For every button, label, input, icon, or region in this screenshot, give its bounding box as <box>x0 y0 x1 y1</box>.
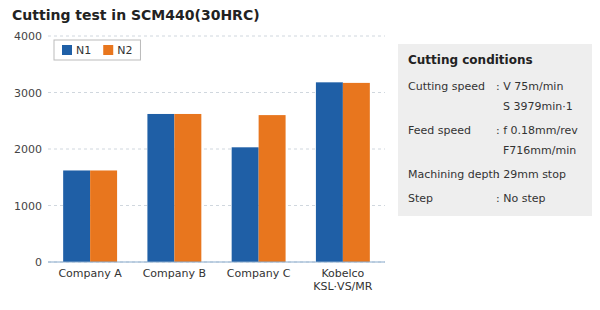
grid-line <box>48 36 385 37</box>
bar <box>232 147 259 262</box>
x-tick-label: Company A <box>58 267 122 280</box>
bar <box>174 114 201 262</box>
legend-label: N1 <box>76 44 91 57</box>
annotation: S 3979min·1 <box>496 100 573 113</box>
bar <box>259 115 286 262</box>
x-tick-label: Company C <box>227 267 291 280</box>
bar <box>343 83 370 262</box>
annotation: : f 0.18mm/rev <box>496 124 578 137</box>
annotation: F716mm/min <box>496 144 576 157</box>
annotation: Step <box>408 192 433 205</box>
x-tick-label: KobelcoKSL·VS/MR <box>313 267 373 293</box>
y-tick-label: 0 <box>35 256 42 269</box>
legend-swatch <box>103 45 113 55</box>
bar <box>316 82 343 262</box>
x-tick-label: Company B <box>143 267 206 280</box>
grid-line <box>48 262 385 263</box>
bars <box>63 82 370 262</box>
conditions-box <box>398 44 592 216</box>
annotation-title: Cutting conditions <box>408 53 533 67</box>
annotation: : V 75m/min <box>496 80 563 93</box>
y-tick-label: 1000 <box>14 200 42 213</box>
legend-box <box>54 40 140 60</box>
annotation: : 29mm stop <box>496 168 566 181</box>
y-tick-label: 2000 <box>14 143 42 156</box>
legend-label: N2 <box>117 44 132 57</box>
annotation: Cutting speed <box>408 80 485 93</box>
legend: N1 N2 <box>54 40 140 60</box>
y-tick-label: 4000 <box>14 30 42 43</box>
y-tick-label: 3000 <box>14 87 42 100</box>
annotation: : No step <box>496 192 545 205</box>
chart: Cutting test in SCM440(30HRC) 0 1000 2000 30… <box>0 0 600 310</box>
bar <box>147 114 174 262</box>
bar <box>90 170 117 262</box>
title: Cutting test in SCM440(30HRC) <box>12 7 260 23</box>
x-axis-line <box>48 262 385 263</box>
annotation: Machining depth <box>408 168 500 181</box>
legend-swatch <box>62 45 72 55</box>
bar <box>63 170 90 262</box>
annotation: Feed speed <box>408 124 471 137</box>
